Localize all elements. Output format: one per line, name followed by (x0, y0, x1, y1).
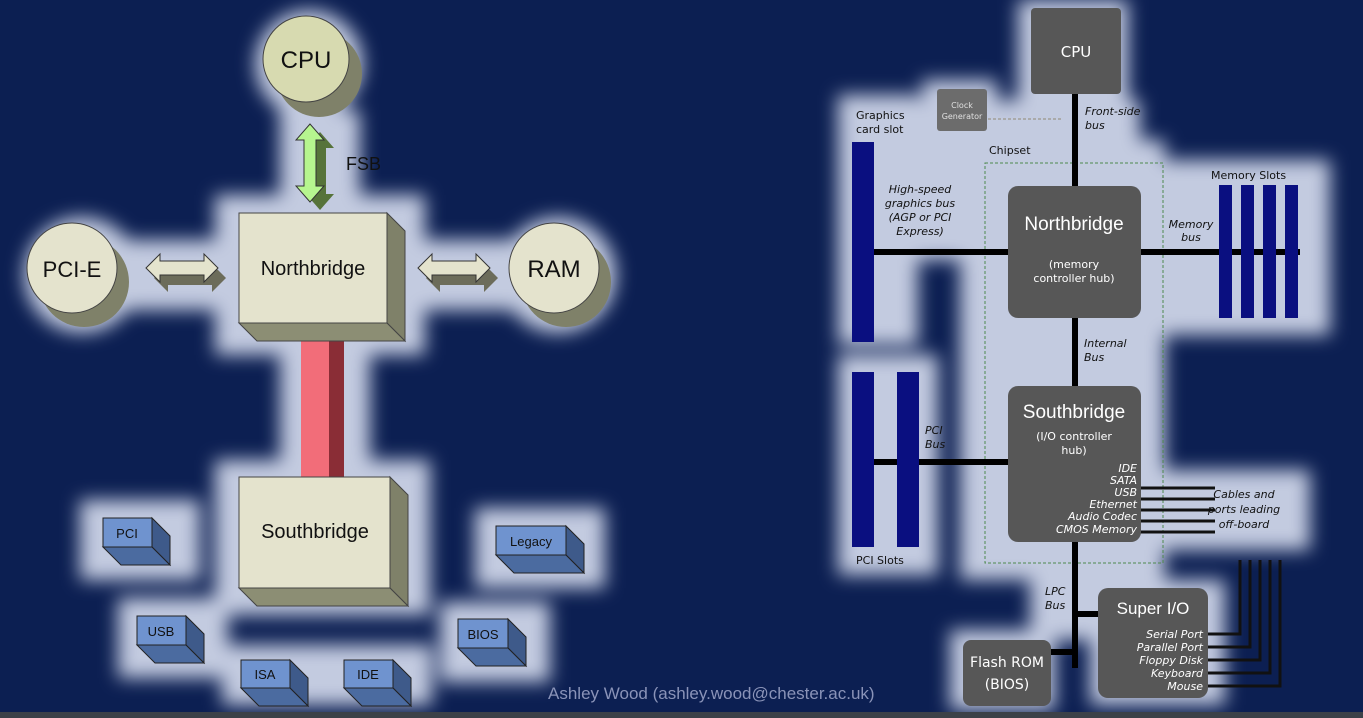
clock-generator-box (937, 89, 987, 131)
legacy-label: Legacy (510, 534, 552, 549)
nb-sub-1: (memory (1049, 258, 1100, 271)
fsb-label: FSB (346, 154, 381, 174)
lpc-label-2: Bus (1045, 599, 1066, 612)
pci-slots-label: PCI Slots (856, 554, 904, 567)
isa-box: ISA (239, 658, 310, 708)
rd-southbridge-label: Southbridge (1023, 402, 1125, 423)
pci-label: PCI (116, 526, 138, 541)
membus-label-2: bus (1181, 231, 1201, 244)
superio-port: Floppy Disk (1139, 654, 1203, 667)
fsb-arrow: FSB (294, 123, 381, 210)
flash-label-1: Flash ROM (970, 655, 1044, 671)
sb-sub-1: (I/O controller (1036, 430, 1112, 443)
author-footer: Ashley Wood (ashley.wood@chester.ac.uk) (548, 684, 875, 703)
clock-label-2: Generator (942, 112, 983, 121)
pcie-node: PCI-E (26, 222, 129, 327)
northbridge-label: Northbridge (261, 258, 366, 280)
isa-label: ISA (255, 667, 276, 682)
rd-labels: Graphics card slot Chipset Memory Slots … (856, 109, 1286, 567)
memory-slots (1219, 185, 1298, 318)
offboard-cables (1140, 486, 1282, 688)
superio-port: Mouse (1167, 680, 1203, 693)
internal-label-1: Internal (1084, 337, 1127, 350)
superio-box (1098, 588, 1208, 698)
ram-label: RAM (527, 256, 580, 283)
pcibus-label-2: Bus (925, 438, 946, 451)
pci-box: PCI (101, 516, 172, 567)
cpu-node: CPU (262, 15, 362, 117)
rd-italic-labels: Front-side bus High-speed graphics bus (… (885, 105, 1280, 612)
left-diagram: CPU FSB PCI-E RAM (24, 10, 616, 708)
pcibus-label-1: PCI (925, 424, 943, 437)
right-diagram: CPU Clock Generator Northbridge (memory … (838, 0, 1330, 710)
lpc-label-1: LPC (1045, 585, 1066, 598)
bottom-bar (0, 712, 1363, 718)
rd-northbridge-label: Northbridge (1024, 214, 1123, 235)
sb-port: IDE (1118, 462, 1137, 475)
clock-label-1: Clock (951, 101, 973, 110)
sb-sub-2: hub) (1061, 444, 1086, 457)
sb-port: CMOS Memory (1056, 523, 1138, 536)
nb-sb-bus (301, 322, 344, 478)
graphics-label-1: Graphics (856, 109, 905, 122)
membus-label-1: Memory (1169, 218, 1214, 231)
rd-cpu-label: CPU (1061, 43, 1092, 61)
bios-label: BIOS (467, 627, 498, 642)
hsbus-label-4: Express) (896, 225, 944, 238)
sb-port: Audio Codec (1067, 510, 1137, 523)
fsb-label-2: bus (1085, 119, 1105, 132)
memory-slots-label: Memory Slots (1211, 169, 1286, 182)
northbridge-node: Northbridge (237, 211, 407, 343)
superio-label: Super I/O (1117, 599, 1190, 618)
cpu-label: CPU (281, 47, 332, 74)
hsbus-label-3: (AGP or PCI (889, 211, 952, 224)
cables-label-2: ports leading (1207, 503, 1280, 516)
chipset-label: Chipset (989, 144, 1031, 157)
sb-port: USB (1114, 486, 1137, 499)
ram-arrow (417, 252, 498, 292)
southbridge-node: Southbridge (237, 475, 410, 608)
ram-node: RAM (508, 222, 611, 327)
bus-lines (858, 92, 1300, 668)
superio-port: Serial Port (1146, 628, 1204, 641)
graphics-label-2: card slot (856, 123, 904, 136)
rd-northbridge-box (1008, 186, 1141, 318)
cables-label-1: Cables and (1213, 488, 1275, 501)
superio-port: Parallel Port (1137, 641, 1204, 654)
bios-box: BIOS (456, 617, 528, 668)
internal-label-2: Bus (1084, 351, 1105, 364)
flash-rom-box (963, 640, 1051, 706)
flash-label-2: (BIOS) (985, 677, 1030, 693)
pcie-arrow (145, 252, 226, 292)
ide-label: IDE (357, 667, 379, 682)
ide-box: IDE (342, 658, 413, 708)
usb-label: USB (148, 624, 175, 639)
sb-port-list: IDE SATA USB Ethernet Audio Codec CMOS M… (1056, 462, 1138, 536)
hsbus-label-1: High-speed (889, 183, 952, 196)
hsbus-label-2: graphics bus (885, 197, 955, 210)
graphics-card-slot (852, 142, 874, 342)
rd-cpu-box (1031, 8, 1121, 94)
sb-port: Ethernet (1089, 498, 1137, 511)
superio-port-list: Serial Port Parallel Port Floppy Disk Ke… (1137, 628, 1204, 693)
nb-sub-2: controller hub) (1033, 272, 1114, 285)
usb-box: USB (135, 614, 206, 665)
legacy-box: Legacy (494, 524, 586, 575)
cables-label-3: off-board (1219, 518, 1271, 531)
rd-southbridge-box (1008, 386, 1141, 542)
southbridge-label: Southbridge (261, 521, 369, 543)
pcie-label: PCI-E (43, 257, 102, 282)
sb-port: SATA (1110, 474, 1137, 487)
fsb-label-1: Front-side (1085, 105, 1141, 118)
superio-port: Keyboard (1151, 667, 1204, 680)
pci-slots (852, 372, 919, 547)
